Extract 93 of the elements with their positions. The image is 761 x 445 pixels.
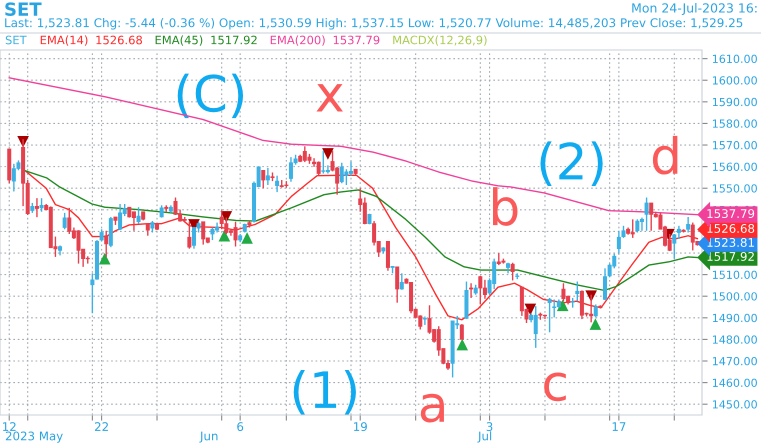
y-tick-label: 1580.00 <box>712 119 757 128</box>
candlestick <box>90 272 94 314</box>
candlestick <box>548 297 552 333</box>
text: 1537.79 <box>334 36 380 44</box>
annotation: b <box>493 187 518 226</box>
candlestick <box>348 160 354 176</box>
text: 1526.68 <box>96 36 142 44</box>
candlestick <box>640 216 644 232</box>
y-tick-label: 1490.00 <box>712 314 757 322</box>
annotation: (2) <box>540 141 603 186</box>
annotation: x <box>316 84 343 112</box>
candlestick <box>34 197 39 218</box>
candlestick <box>100 228 104 242</box>
data-label: 1537.79 <box>707 209 754 218</box>
candlestick <box>506 262 510 274</box>
text: MACDX(12,26,9) <box>393 35 487 46</box>
candlestick <box>676 225 681 240</box>
candlestick <box>62 212 67 230</box>
text: 1523.81 <box>707 238 754 247</box>
y-tick-label: 1500.00 <box>712 292 757 301</box>
annotation: (C) <box>178 74 244 118</box>
candlestick <box>307 153 312 165</box>
y-tick-label: 1610.00 <box>712 54 757 64</box>
candlestick <box>603 268 608 301</box>
point <box>98 252 110 264</box>
x-tick-label: 6 <box>237 422 244 432</box>
candlestick <box>395 266 400 304</box>
candlestick <box>686 216 690 234</box>
candlestick <box>150 220 154 234</box>
candlestick <box>469 282 474 299</box>
chart-subtitle: Last: 1,523.81 Chg: -5.44 (-0.36 %) Open: 1,530.59 High: 1,537.15 Low: 1,520.77 Volume: 14,485,203 Prev Close: 1,529.25 <box>5 18 742 30</box>
candlestick <box>460 323 464 340</box>
text: Jun <box>199 432 218 443</box>
x-tick-label: 19 <box>354 422 367 432</box>
point <box>241 232 253 244</box>
y-tick-label: 1470.00 <box>712 356 757 366</box>
candlestick <box>510 262 515 282</box>
x-tick-label: 17 <box>612 422 626 431</box>
candlestick <box>118 203 122 231</box>
candlestick <box>275 175 280 193</box>
text: SET <box>6 36 27 44</box>
point <box>456 338 468 350</box>
candlestick <box>400 272 404 290</box>
candlestick <box>644 196 649 232</box>
candlestick <box>132 211 136 232</box>
candlestick <box>58 244 62 256</box>
point <box>218 230 230 242</box>
y-tick-label: 1590.00 <box>712 98 757 106</box>
candlestick <box>266 167 270 186</box>
point <box>524 304 536 316</box>
candlestick <box>482 279 487 300</box>
y-tick-label: 1480.00 <box>712 335 757 344</box>
text: Mon 24-Jul-2023 16: <box>632 3 757 15</box>
y-tick-label: 1560.00 <box>712 162 757 172</box>
candlestick <box>30 202 34 214</box>
candlestick <box>187 221 192 250</box>
annotation: d <box>652 136 678 175</box>
text: 2023 May <box>6 431 63 443</box>
candlestick <box>160 204 164 218</box>
text: EMA(200) <box>270 35 325 46</box>
text: Jul <box>477 431 492 443</box>
annotation: a <box>420 394 444 422</box>
candlestick <box>616 230 621 254</box>
candlestick <box>40 197 44 212</box>
candlestick <box>146 222 150 236</box>
candlestick <box>594 304 598 318</box>
candlestick <box>621 225 626 239</box>
candlestick <box>575 280 580 302</box>
point <box>590 318 602 330</box>
candlestick <box>104 230 108 258</box>
chart-title: SET <box>5 2 42 16</box>
text: EMA(14) <box>40 35 88 46</box>
data-label: 1526.68 <box>707 224 754 233</box>
candlestick <box>136 206 141 224</box>
annotation: (1) <box>294 370 356 414</box>
x-tick-label: 22 <box>94 422 108 431</box>
y-tick-label: 1450.00 <box>712 400 757 409</box>
text: 1517.92 <box>211 36 257 44</box>
annotation: c <box>544 372 566 402</box>
candlestick <box>261 170 266 189</box>
y-tick-label: 1510.00 <box>712 270 757 279</box>
y-tick-label: 1570.00 <box>712 141 757 150</box>
point <box>556 299 568 312</box>
text: EMA(45) <box>156 35 202 46</box>
x-tick-label: 12 <box>3 422 16 431</box>
point <box>322 148 334 160</box>
y-tick-label: 1460.00 <box>712 378 757 387</box>
data-label: 1517.92 <box>707 252 754 261</box>
candlestick <box>367 213 372 225</box>
x-tick-label: 3 <box>486 422 492 432</box>
y-tick-label: 1550.00 <box>712 184 757 193</box>
candlestick <box>474 284 478 296</box>
y-tick-label: 1600.00 <box>712 76 757 85</box>
